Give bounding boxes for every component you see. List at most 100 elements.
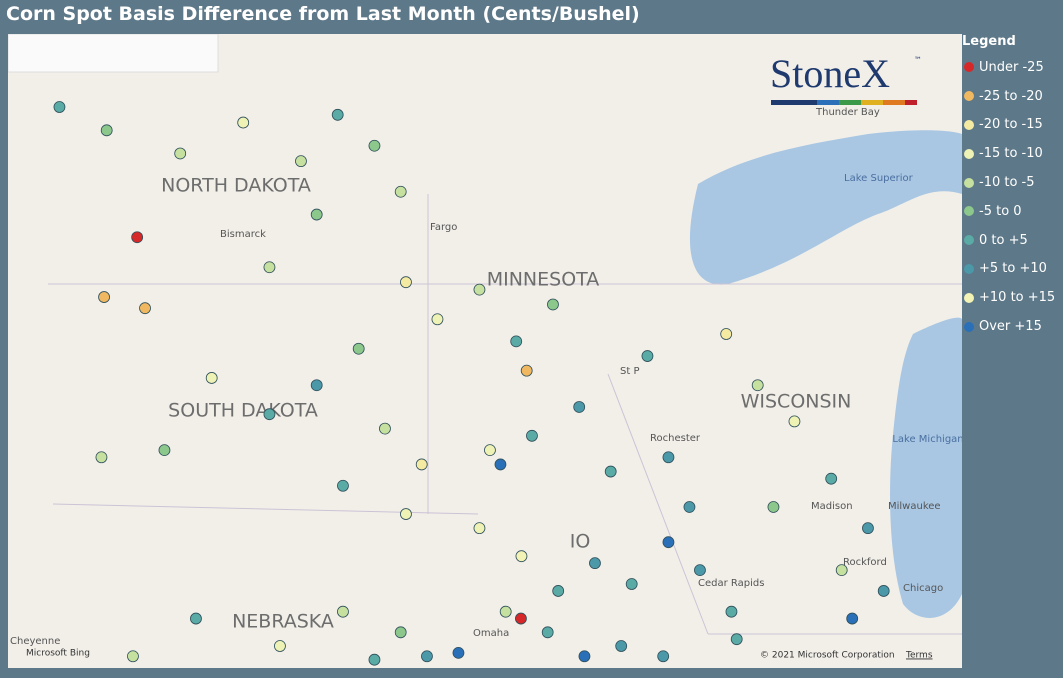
- legend-swatch: [964, 292, 974, 303]
- legend-label: Over +15: [979, 319, 1042, 335]
- location-dot[interactable]: [473, 283, 486, 296]
- city: Omaha: [473, 628, 509, 639]
- location-dot[interactable]: [825, 472, 838, 485]
- logo-mark: ™: [914, 56, 922, 65]
- legend-label: 0 to +5: [979, 232, 1028, 248]
- state-label: NEBRASKA: [232, 611, 334, 633]
- location-dot[interactable]: [53, 101, 66, 113]
- location-dot[interactable]: [368, 139, 381, 152]
- legend-item: -10 to -5: [962, 168, 1062, 197]
- location-dot[interactable]: [263, 261, 276, 274]
- legend-label: -10 to -5: [979, 175, 1035, 191]
- location-dot[interactable]: [788, 415, 801, 428]
- location-dot[interactable]: [510, 335, 523, 348]
- location-dot[interactable]: [515, 550, 528, 563]
- location-dot[interactable]: [877, 585, 890, 597]
- location-dot[interactable]: [547, 298, 559, 311]
- location-dot[interactable]: [751, 379, 764, 392]
- location-dot[interactable]: [331, 108, 344, 121]
- location-dot[interactable]: [662, 451, 675, 464]
- location-dot[interactable]: [98, 291, 110, 303]
- location-dot[interactable]: [237, 116, 250, 129]
- legend-label: +10 to +15: [979, 290, 1056, 306]
- location-dot[interactable]: [274, 640, 286, 652]
- location-dot[interactable]: [310, 379, 323, 392]
- state-label: MINNESOTA: [487, 269, 600, 291]
- location-dot[interactable]: [657, 650, 670, 663]
- location-dot[interactable]: [310, 208, 323, 221]
- location-dot[interactable]: [615, 640, 628, 652]
- location-dot[interactable]: [158, 444, 171, 457]
- location-dot[interactable]: [421, 650, 433, 663]
- legend-item: 0 to +5: [962, 226, 1062, 255]
- legend-item: -25 to -20: [962, 82, 1062, 111]
- points: [53, 101, 890, 666]
- location-dot[interactable]: [846, 612, 859, 625]
- location-dot[interactable]: [400, 508, 412, 520]
- legend: Legend Under -25 -25 to -20 -20 to -15 -15 …: [962, 34, 1062, 341]
- location-dot[interactable]: [337, 479, 349, 492]
- location-dot[interactable]: [394, 626, 407, 639]
- location-dot[interactable]: [394, 185, 407, 198]
- title: Corn Spot Basis Difference from Last Mon…: [6, 3, 640, 25]
- location-dot[interactable]: [139, 302, 151, 315]
- logo-text: StoneX: [770, 51, 890, 96]
- location-dot[interactable]: [95, 451, 108, 464]
- location-dot[interactable]: [368, 653, 381, 666]
- location-dot[interactable]: [862, 522, 874, 535]
- location-dot[interactable]: [127, 650, 139, 663]
- location-dot[interactable]: [452, 646, 465, 659]
- location-dot[interactable]: [415, 458, 428, 471]
- location-dot[interactable]: [352, 342, 365, 355]
- location-dot[interactable]: [573, 401, 586, 413]
- location-dot[interactable]: [190, 612, 202, 625]
- location-dot[interactable]: [694, 564, 706, 577]
- location-dot[interactable]: [494, 458, 507, 471]
- location-dot[interactable]: [431, 313, 444, 326]
- location-dot[interactable]: [174, 147, 187, 160]
- legend-label: -5 to 0: [979, 203, 1022, 219]
- city: Thunder Bay: [815, 107, 880, 118]
- location-dot[interactable]: [725, 605, 738, 618]
- location-dot[interactable]: [263, 408, 276, 421]
- terms-link[interactable]: Terms: [905, 651, 933, 661]
- location-dot[interactable]: [131, 231, 144, 244]
- location-dot[interactable]: [683, 501, 696, 513]
- lake-superior: [689, 130, 962, 285]
- location-dot[interactable]: [641, 350, 654, 362]
- location-dot[interactable]: [835, 564, 848, 577]
- state-label: IO: [570, 531, 591, 553]
- location-dot[interactable]: [379, 422, 391, 435]
- location-dot[interactable]: [400, 276, 412, 289]
- city: Fargo: [430, 222, 457, 233]
- location-dot[interactable]: [295, 155, 307, 168]
- location-dot[interactable]: [604, 465, 617, 478]
- legend-item: -20 to -15: [962, 111, 1062, 140]
- location-dot[interactable]: [526, 429, 538, 442]
- location-dot[interactable]: [515, 612, 527, 625]
- location-dot[interactable]: [484, 444, 496, 457]
- location-dot[interactable]: [589, 557, 601, 570]
- location-dot[interactable]: [541, 626, 554, 639]
- location-dot[interactable]: [100, 124, 113, 137]
- legend-swatch: [964, 91, 974, 102]
- location-dot[interactable]: [337, 605, 349, 618]
- city: Cedar Rapids: [698, 578, 764, 589]
- location-dot[interactable]: [473, 522, 486, 535]
- state-label: NORTH DAKOTA: [161, 175, 311, 197]
- location-dot[interactable]: [499, 605, 512, 618]
- legend-item: -5 to 0: [962, 197, 1062, 226]
- location-dot[interactable]: [767, 501, 780, 513]
- location-dot[interactable]: [520, 364, 533, 377]
- location-dot[interactable]: [662, 536, 675, 549]
- location-dot[interactable]: [205, 372, 218, 384]
- location-dot[interactable]: [730, 633, 743, 646]
- city: Madison: [811, 501, 853, 512]
- borders: [48, 194, 962, 635]
- location-dot[interactable]: [720, 328, 733, 340]
- location-dot[interactable]: [578, 650, 591, 663]
- location-dot[interactable]: [552, 585, 565, 597]
- location-dot[interactable]: [625, 578, 638, 590]
- legend-swatch: [964, 321, 974, 332]
- copyright: © 2021 Microsoft Corporation: [760, 651, 895, 661]
